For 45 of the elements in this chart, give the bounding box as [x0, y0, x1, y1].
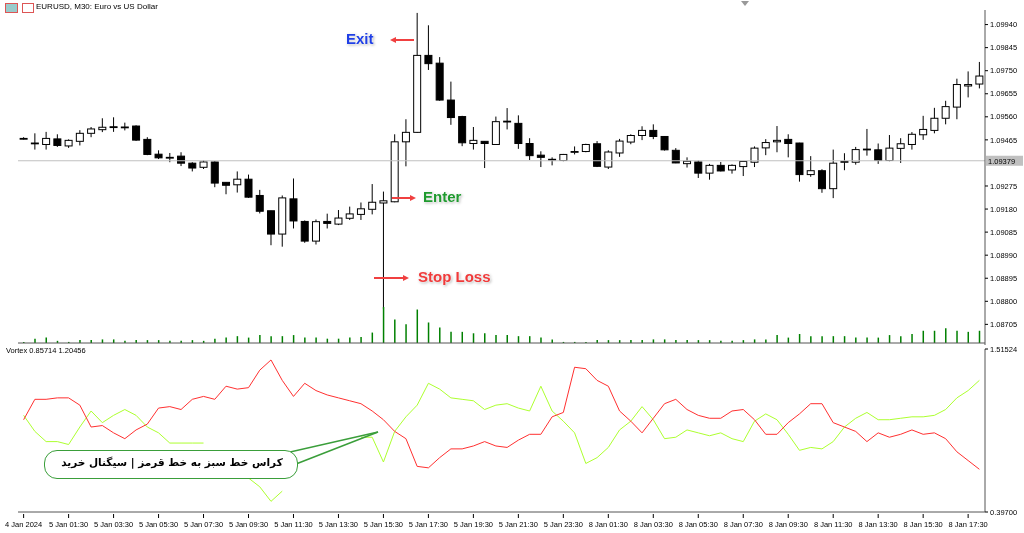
- candlestick: [446, 81, 455, 126]
- candlestick: [817, 168, 826, 194]
- candlestick: [311, 219, 320, 245]
- candlestick: [368, 183, 377, 215]
- candlestick: [683, 156, 692, 169]
- candlestick: [919, 115, 928, 141]
- candlestick: [300, 219, 309, 244]
- candlestick: [424, 24, 433, 71]
- candlestick: [638, 125, 647, 141]
- candlestick: [233, 170, 242, 194]
- annotation: کراس خط سبز به خط قرمز | سیگنال خرید: [60, 456, 284, 468]
- candlestick: [885, 134, 894, 162]
- candlestick: [930, 107, 939, 134]
- candlestick: [42, 131, 51, 151]
- candlestick: [806, 155, 815, 178]
- candlestick: [784, 133, 793, 158]
- candlestick: [941, 100, 950, 125]
- candlestick: [356, 202, 365, 221]
- candlestick: [874, 143, 883, 165]
- chart-title: EURUSD, M30: Euro vs US Dollar: [36, 2, 158, 11]
- candlestick: [491, 116, 500, 146]
- candlestick: [593, 140, 602, 168]
- candlestick: [514, 114, 523, 150]
- candlestick: [289, 177, 298, 229]
- candlestick: [536, 150, 545, 168]
- candlestick: [964, 70, 973, 98]
- candlestick: [401, 118, 410, 167]
- candlestick: [896, 137, 905, 164]
- candlestick: [30, 132, 39, 151]
- candlestick: [244, 174, 253, 199]
- candlestick: [525, 137, 534, 161]
- candlestick: [862, 128, 871, 157]
- line-series: [23, 359, 980, 470]
- candlestick: [503, 107, 512, 130]
- candlestick: [255, 189, 264, 214]
- annotation: Exit: [346, 30, 374, 47]
- candlestick: [750, 145, 759, 168]
- annotation: Enter: [423, 188, 462, 205]
- candlestick: [952, 78, 961, 120]
- candlestick: [210, 160, 219, 188]
- candlestick: [469, 126, 478, 151]
- candlestick: [480, 140, 489, 169]
- candlestick: [267, 210, 275, 246]
- candlestick: [222, 181, 231, 195]
- annotation: Stop Loss: [418, 268, 491, 285]
